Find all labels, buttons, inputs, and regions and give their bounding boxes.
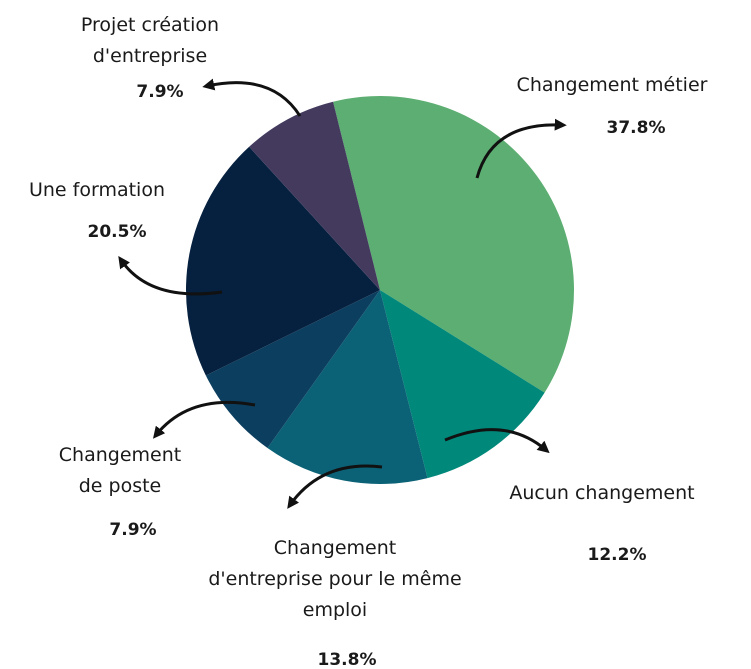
label-line: Changement <box>59 444 181 466</box>
value-label: 20.5% <box>88 222 147 242</box>
slice <box>333 95 574 393</box>
value-label: 12.2% <box>588 545 647 565</box>
category-label: Changement d'entreprise pour le même emplo… <box>208 537 461 621</box>
arrow <box>444 428 550 454</box>
value-label: 37.8% <box>607 118 666 138</box>
category-label: Projet création d'entreprise <box>81 14 219 67</box>
label-line: emploi <box>303 599 367 621</box>
slice <box>249 101 380 290</box>
label-line: Projet création <box>81 14 219 36</box>
arrow <box>118 256 223 296</box>
category-label: Changement de poste <box>59 444 181 497</box>
labels: Changement métier 37.8% Aucun changement 12… <box>29 14 708 669</box>
label-line: Une formation <box>29 179 165 201</box>
category-label: Une formation <box>29 179 165 201</box>
value-label: 13.8% <box>318 650 377 669</box>
arrow <box>202 78 302 117</box>
label-line: Aucun changement <box>509 482 694 504</box>
category-label: Aucun changement <box>509 482 694 504</box>
category-label: Changement métier <box>517 74 708 96</box>
slice <box>205 290 380 449</box>
value-label: 7.9% <box>136 82 183 102</box>
label-line: Changement métier <box>517 74 708 96</box>
arrow <box>152 400 256 439</box>
slice <box>185 146 380 376</box>
label-line: d'entreprise pour le même <box>208 568 461 590</box>
value-label: 7.9% <box>109 520 156 540</box>
arrows <box>118 78 567 509</box>
arrow <box>287 464 383 509</box>
slice <box>267 290 428 484</box>
label-line: d'entreprise <box>93 45 207 67</box>
label-line: Changement <box>274 537 396 559</box>
label-line: de poste <box>79 475 162 497</box>
arrow <box>475 118 567 179</box>
pie <box>185 95 574 484</box>
